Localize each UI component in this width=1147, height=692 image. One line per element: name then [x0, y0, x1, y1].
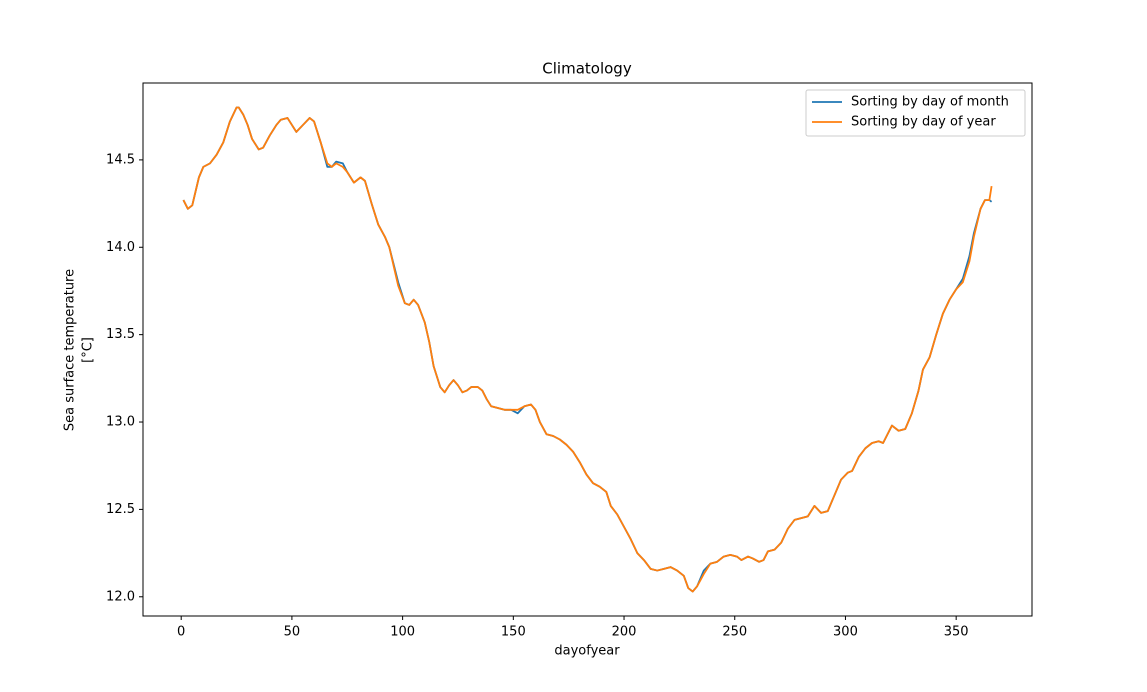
y-tick-label: 13.0: [106, 415, 135, 430]
x-tick-label: 200: [612, 625, 637, 640]
legend-label: Sorting by day of month: [851, 95, 1009, 110]
y-tick-label: 12.5: [106, 502, 135, 517]
y-tick-label: 14.5: [106, 152, 135, 167]
x-axis-label: dayofyear: [554, 644, 620, 659]
y-tick-label: 13.5: [106, 327, 135, 342]
x-tick-label: 150: [501, 625, 526, 640]
x-tick-label: 350: [944, 625, 969, 640]
y-tick-label: 12.0: [106, 589, 135, 604]
chart-title: Climatology: [542, 60, 632, 78]
legend-box: [805, 89, 1026, 137]
y-axis-label: Sea surface temperature: [63, 269, 78, 431]
x-tick-label: 250: [722, 625, 747, 640]
legend-label: Sorting by day of year: [851, 115, 996, 130]
x-tick-label: 0: [177, 625, 185, 640]
series-line: [182, 106, 993, 593]
x-tick-label: 50: [284, 625, 301, 640]
x-tick-label: 300: [833, 625, 858, 640]
y-tick-label: 14.0: [106, 240, 135, 255]
y-axis-label: [°C]: [81, 337, 96, 363]
x-tick-label: 100: [390, 625, 415, 640]
plot-frame: [142, 82, 1033, 617]
